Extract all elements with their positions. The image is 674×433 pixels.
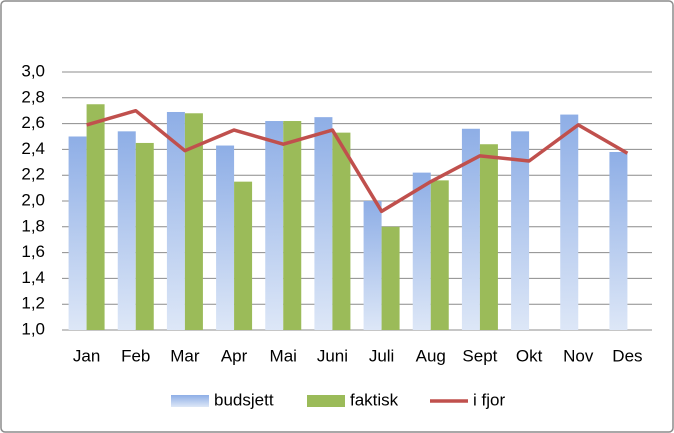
bar: [166, 111, 185, 331]
x-tick-label: Jan: [73, 346, 100, 365]
legend-label: budsjett: [214, 390, 274, 409]
y-tick-label: 1,8: [21, 216, 45, 235]
bar: [117, 131, 136, 330]
legend-swatch: [171, 395, 209, 407]
x-tick-label: Mai: [270, 346, 297, 365]
bar: [86, 104, 105, 330]
bar: [216, 145, 235, 330]
x-tick-label: Okt: [516, 346, 543, 365]
y-tick-label: 1,0: [21, 319, 45, 338]
x-tick-label: Juni: [317, 346, 348, 365]
y-tick-label: 1,6: [21, 242, 45, 261]
bar: [332, 132, 351, 330]
x-tick-label: Feb: [121, 346, 150, 365]
bar: [430, 180, 449, 330]
x-tick-label: Apr: [221, 346, 248, 365]
bar: [234, 181, 253, 330]
y-tick-label: 3,0: [21, 61, 45, 80]
bar: [68, 136, 87, 330]
bar: [560, 114, 579, 330]
y-tick-label: 1,2: [21, 294, 45, 313]
legend-swatch: [307, 395, 345, 407]
bar: [314, 117, 333, 331]
y-tick-label: 2,4: [21, 139, 45, 158]
line: [86, 108, 629, 214]
bar: [135, 142, 154, 330]
bar: [461, 128, 480, 330]
y-tick-label: 2,0: [21, 190, 45, 209]
y-tick-label: 2,6: [21, 113, 45, 132]
bar: [609, 151, 628, 330]
bar: [381, 226, 400, 330]
y-tick-label: 2,2: [21, 165, 45, 184]
y-tick-label: 1,4: [21, 268, 45, 287]
legend-label: faktisk: [350, 390, 399, 409]
x-tick-label: Mar: [170, 346, 200, 365]
bar: [283, 121, 302, 331]
bar: [363, 201, 382, 330]
x-tick-label: Aug: [416, 346, 446, 365]
x-tick-label: Nov: [563, 346, 594, 365]
x-tick-label: Juli: [369, 346, 395, 365]
bar: [412, 172, 431, 330]
y-tick-label: 2,8: [21, 87, 45, 106]
x-tick-label: Des: [612, 346, 642, 365]
bar: [511, 131, 530, 330]
x-tick-label: Sept: [462, 346, 497, 365]
bar: [184, 113, 203, 330]
legend-label: i fjor: [473, 390, 505, 409]
bar: [265, 121, 284, 331]
bar: [479, 144, 498, 330]
